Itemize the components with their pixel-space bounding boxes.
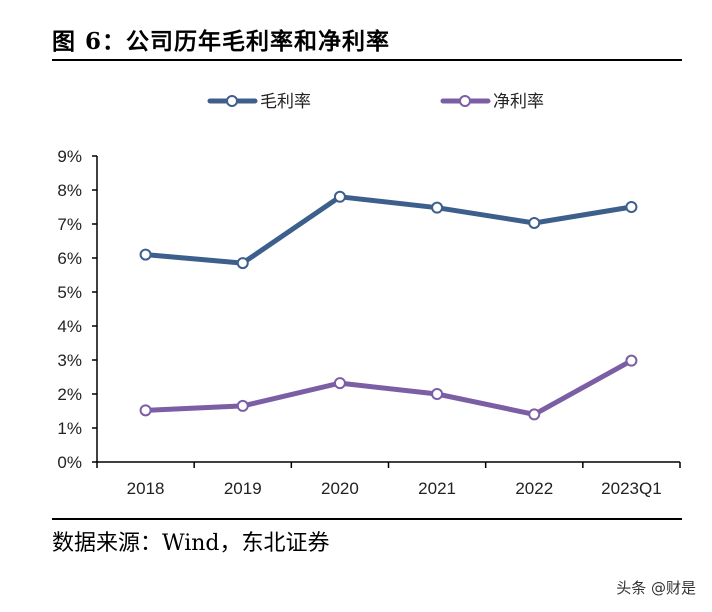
y-tick-label: 7% [57,215,82,234]
legend: 毛利率 净利率 [207,92,544,112]
series-group [139,190,638,421]
y-tick-label: 0% [57,453,82,472]
y-tick-label: 6% [57,249,82,268]
bottom-rule [52,518,682,520]
legend-label-1: 净利率 [493,92,544,112]
y-tick-label: 1% [57,419,82,438]
x-tick-label: 2022 [515,479,553,498]
y-tick-label: 5% [57,283,82,302]
y-tick-label: 4% [57,317,82,336]
x-tick-label: 2018 [127,479,165,498]
x-tick-label: 2021 [418,479,456,498]
data-point [139,404,152,417]
x-tick-label: 2020 [321,479,359,498]
figure-title: 图 6：公司历年毛利率和净利率 [52,28,391,55]
data-point [236,257,249,270]
y-tick-label: 3% [57,351,82,370]
series-line-1 [143,358,634,417]
data-point [528,216,541,229]
top-rule [52,59,682,61]
data-point [528,408,541,421]
x-tick-label: 2023Q1 [601,479,662,498]
source-note: 数据来源：Wind，东北证券 [52,531,330,556]
data-point [236,399,249,412]
data-point [431,201,444,214]
x-tick-label: 2019 [224,479,262,498]
legend-marker-1 [459,95,471,107]
legend-marker-0 [226,95,238,107]
y-tick-label: 9% [57,147,82,166]
data-point [625,354,638,367]
watermark: 头条 @财是 [616,579,696,597]
y-tick-label: 2% [57,385,82,404]
axes: 0% 1% 2% 3% 4% 5% 6% 7% 8% 9% 2018 2019 2020 2021 2022… [57,147,681,498]
data-point [333,377,346,390]
y-tick-label: 8% [57,181,82,200]
series-line-0 [143,194,634,266]
data-point [625,201,638,213]
legend-label-0: 毛利率 [260,92,311,112]
data-point [139,248,152,261]
data-point [333,190,346,203]
data-point [431,388,444,400]
